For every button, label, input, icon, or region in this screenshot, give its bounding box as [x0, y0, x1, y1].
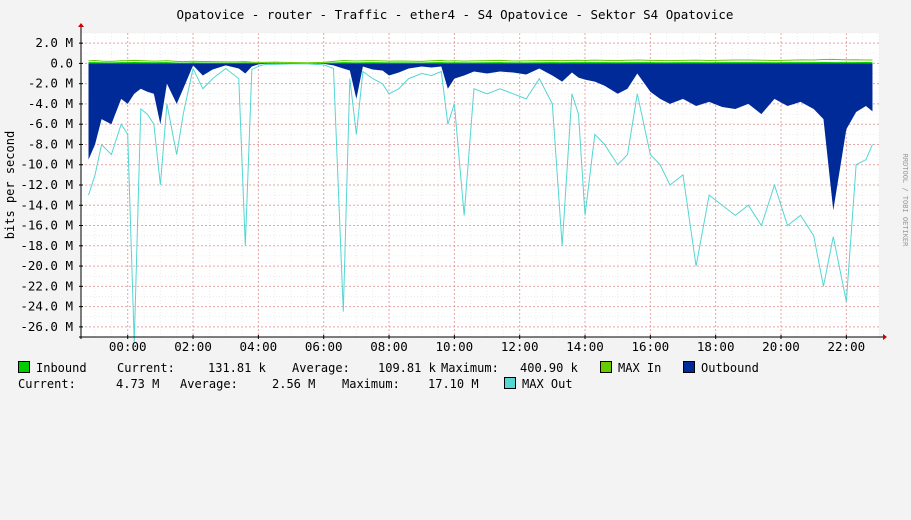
max-out-name: MAX Out: [522, 377, 573, 391]
x-tick-label: 14:00: [566, 339, 604, 354]
inbound-average: 109.81 k: [378, 361, 436, 375]
outbound-name: Outbound: [701, 361, 759, 375]
y-tick-label: 0.0: [50, 55, 73, 70]
y-tick-label: -24.0 M: [20, 299, 73, 314]
y-tick-label: -10.0 M: [20, 157, 73, 172]
inbound-average-label: Average:: [292, 361, 350, 375]
outbound-average-label: Average:: [180, 377, 238, 391]
y-tick-label: 2.0 M: [35, 35, 73, 50]
x-tick-label: 06:00: [305, 339, 343, 354]
legend-max-out: MAX Out: [504, 376, 573, 392]
y-tick-label: -4.0 M: [28, 96, 73, 111]
series-layer: [88, 58, 873, 343]
outbound-average: 2.56 M: [272, 377, 316, 391]
y-tick-label: -14.0 M: [20, 197, 73, 212]
x-tick-label: 10:00: [436, 339, 474, 354]
x-tick-label: 20:00: [762, 339, 800, 354]
y-tick-label: -20.0 M: [20, 258, 73, 273]
max-out-swatch: [504, 377, 516, 389]
x-tick-label: 00:00: [109, 339, 147, 354]
y-tick-label: -22.0 M: [20, 278, 73, 293]
x-tick-label: 16:00: [632, 339, 670, 354]
outbound-current-label: Current:: [18, 377, 76, 391]
series-max-in-line: [88, 58, 873, 64]
chart-title: Opatovice - router - Traffic - ether4 - …: [177, 7, 734, 22]
y-tick-label: -26.0 M: [20, 319, 73, 334]
max-in-swatch: [600, 361, 612, 373]
rrdtool-watermark: RRDTOOL / TOBI OETIKER: [901, 154, 909, 248]
outbound-maximum-label: Maximum:: [342, 377, 400, 391]
y-tick-label: -6.0 M: [28, 116, 73, 131]
x-tick-label: 08:00: [370, 339, 408, 354]
y-axis-label: bits per second: [3, 131, 17, 239]
outbound-current: 4.73 M: [116, 377, 160, 391]
outbound-swatch: [683, 361, 695, 373]
y-tick-label: -18.0 M: [20, 238, 73, 253]
legend-max-in: MAX In: [600, 360, 661, 376]
x-tick-label: 12:00: [501, 339, 539, 354]
series-outbound-area: [88, 63, 873, 211]
legend-inbound: Inbound: [18, 360, 87, 376]
x-axis-arrow: [883, 334, 887, 340]
legend-outbound: Outbound: [683, 360, 759, 376]
x-tick-label: 02:00: [174, 339, 212, 354]
legend-row-inbound: Inbound Current: 131.81 k Average: 109.8…: [0, 360, 759, 376]
inbound-maximum-label: Maximum:: [441, 361, 499, 375]
inbound-swatch: [18, 361, 30, 373]
x-tick-label: 18:00: [697, 339, 735, 354]
traffic-graph: Opatovice - router - Traffic - ether4 - …: [3, 7, 909, 354]
y-tick-label: -12.0 M: [20, 177, 73, 192]
outbound-maximum: 17.10 M: [428, 377, 479, 391]
y-tick-label: -8.0 M: [28, 136, 73, 151]
x-tick-label: 22:00: [828, 339, 866, 354]
y-tick-label: -2.0 M: [28, 76, 73, 91]
inbound-current: 131.81 k: [208, 361, 266, 375]
x-tick-label: 04:00: [240, 339, 278, 354]
legend-row-outbound: Current: 4.73 M Average: 2.56 M Maximum:…: [0, 376, 573, 392]
inbound-maximum: 400.90 k: [520, 361, 578, 375]
axis-layer: 2.0 M 0.0 -2.0 M -4.0 M -6.0 M -8.0 M -10.0 M -…: [20, 23, 887, 354]
series-max-out-line: [88, 63, 873, 343]
inbound-name: Inbound: [36, 361, 87, 375]
y-axis-arrow: [78, 23, 84, 27]
max-in-name: MAX In: [618, 361, 662, 375]
inbound-current-label: Current:: [117, 361, 175, 375]
series-inbound-area: [88, 61, 873, 64]
y-tick-label: -16.0 M: [20, 218, 73, 233]
